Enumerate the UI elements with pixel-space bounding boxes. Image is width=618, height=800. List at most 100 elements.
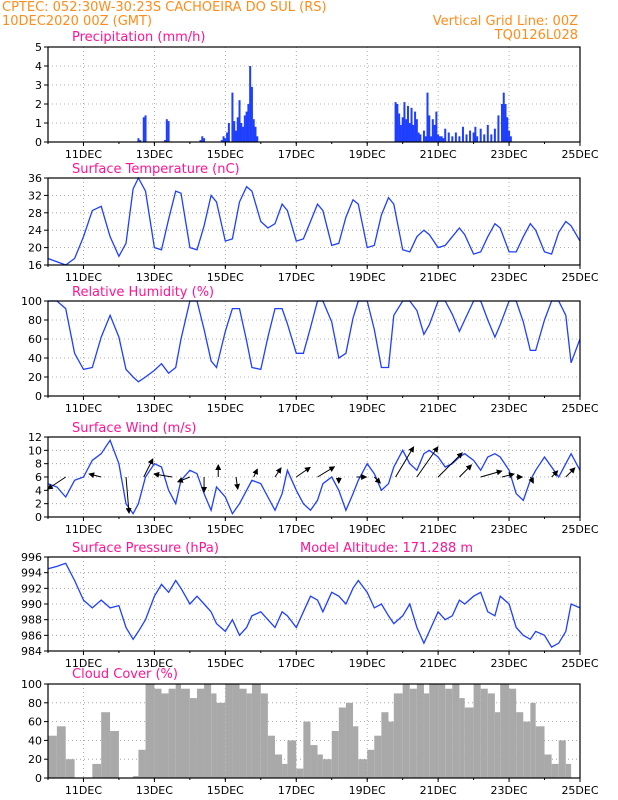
precip-bar — [417, 132, 420, 142]
series-line — [47, 438, 581, 516]
cloud-bar — [246, 693, 252, 778]
precip-bar — [167, 121, 170, 142]
wind-vector — [295, 466, 311, 478]
x-tick-label: 23DEC — [491, 657, 528, 670]
precip-bar — [508, 130, 511, 142]
precip-bar — [431, 119, 434, 142]
y-tick-label: 992 — [21, 582, 42, 595]
y-tick-label: 24 — [28, 224, 42, 237]
x-tick-label: 19DEC — [349, 148, 386, 161]
precip-bar — [454, 132, 457, 142]
cloud-bar — [388, 721, 394, 778]
header-date: 10DEC2020 00Z (GMT) — [2, 14, 153, 29]
cloud-bar — [530, 702, 536, 778]
cloud-bar — [204, 684, 212, 778]
y-tick-label: 10 — [28, 444, 42, 457]
x-tick-label: 13DEC — [136, 402, 173, 415]
panel-frame — [47, 46, 581, 143]
y-tick-label: 80 — [28, 697, 42, 710]
precip-bar — [430, 136, 433, 142]
precip-bar — [252, 119, 255, 142]
wind-vector — [437, 452, 463, 478]
cloud-bar — [523, 721, 531, 778]
x-tick-label: 21DEC — [420, 402, 457, 415]
precip-bar — [424, 136, 427, 142]
cloud-bar — [464, 707, 474, 778]
wind-vector — [459, 464, 473, 478]
precip-bar — [399, 124, 402, 142]
precip-bar — [426, 92, 429, 142]
x-tick-label: 11DEC — [65, 657, 102, 670]
cloud-bar — [416, 684, 424, 778]
precip-bar — [242, 126, 245, 142]
precip-bar — [234, 130, 237, 142]
precip-bar — [165, 119, 168, 142]
cloud-bar — [56, 726, 66, 778]
y-tick-label: 0 — [35, 511, 42, 524]
wind-vector — [88, 472, 102, 479]
precip-bar — [435, 111, 438, 142]
y-tick-label: 988 — [21, 614, 42, 627]
y-tick-label: 100 — [21, 678, 42, 691]
cloud-bar — [473, 684, 481, 778]
cloud-bar — [322, 759, 332, 778]
panel-frame — [47, 300, 581, 397]
cloud-bar — [345, 702, 354, 778]
y-tick-label: 2 — [35, 498, 42, 511]
precip-bar — [444, 128, 447, 142]
wind-vector — [501, 472, 515, 479]
precip-bar — [249, 66, 252, 142]
cloud-bar — [145, 684, 155, 778]
precip-bar — [247, 104, 250, 142]
header-grid-note: Vertical Grid Line: 00Z — [432, 14, 578, 29]
y-tick-label: 32 — [28, 189, 42, 202]
cloud-bar — [310, 745, 318, 778]
wind-vector — [125, 476, 132, 514]
cloud-bar — [367, 749, 375, 778]
cloud-bar — [402, 684, 410, 778]
precip-bar — [254, 126, 257, 142]
precip-bar — [479, 128, 482, 142]
precip-bar — [415, 119, 418, 142]
series-line — [47, 562, 581, 648]
cloud-bar — [487, 693, 495, 778]
x-tick-label: 15DEC — [207, 523, 244, 536]
x-tick-label: 11DEC — [65, 784, 102, 797]
cloud-bar — [480, 688, 488, 778]
cloud-bar — [558, 740, 566, 778]
precip-bar — [226, 132, 229, 142]
cloud-bar — [296, 768, 304, 778]
y-tick-label: 60 — [28, 716, 42, 729]
x-tick-label: 21DEC — [420, 523, 457, 536]
cloud-bar — [409, 688, 417, 778]
y-tick-label: 1 — [35, 117, 42, 130]
cloud-bar — [274, 754, 283, 778]
cloud-bar — [138, 749, 146, 778]
precip-bar — [250, 86, 253, 142]
y-tick-label: 0 — [35, 772, 42, 785]
header-model-code: TQ0126L028 — [494, 28, 578, 43]
wind-vector — [565, 467, 576, 478]
precip-bar — [490, 134, 493, 142]
y-tick-label: 2 — [35, 98, 42, 111]
wind-vector — [551, 470, 559, 478]
wind-vector — [274, 467, 282, 478]
precip-bar — [414, 111, 417, 142]
y-tick-label: 4 — [35, 484, 42, 497]
x-tick-label: 11DEC — [65, 148, 102, 161]
precip-bar — [437, 134, 440, 142]
cloud-bar — [381, 712, 389, 778]
panel-frame — [47, 683, 581, 779]
x-tick-label: 25DEC — [561, 148, 598, 161]
y-tick-label: 20 — [28, 753, 42, 766]
x-tick-label: 21DEC — [420, 784, 457, 797]
x-tick-label: 21DEC — [420, 271, 457, 284]
wind-vector — [373, 476, 382, 484]
precip-bar — [428, 115, 431, 142]
cloud-bar — [544, 754, 552, 778]
precip-bar — [236, 117, 239, 142]
wind-vector — [153, 471, 173, 478]
panel-title: Cloud Cover (%) — [72, 667, 178, 682]
